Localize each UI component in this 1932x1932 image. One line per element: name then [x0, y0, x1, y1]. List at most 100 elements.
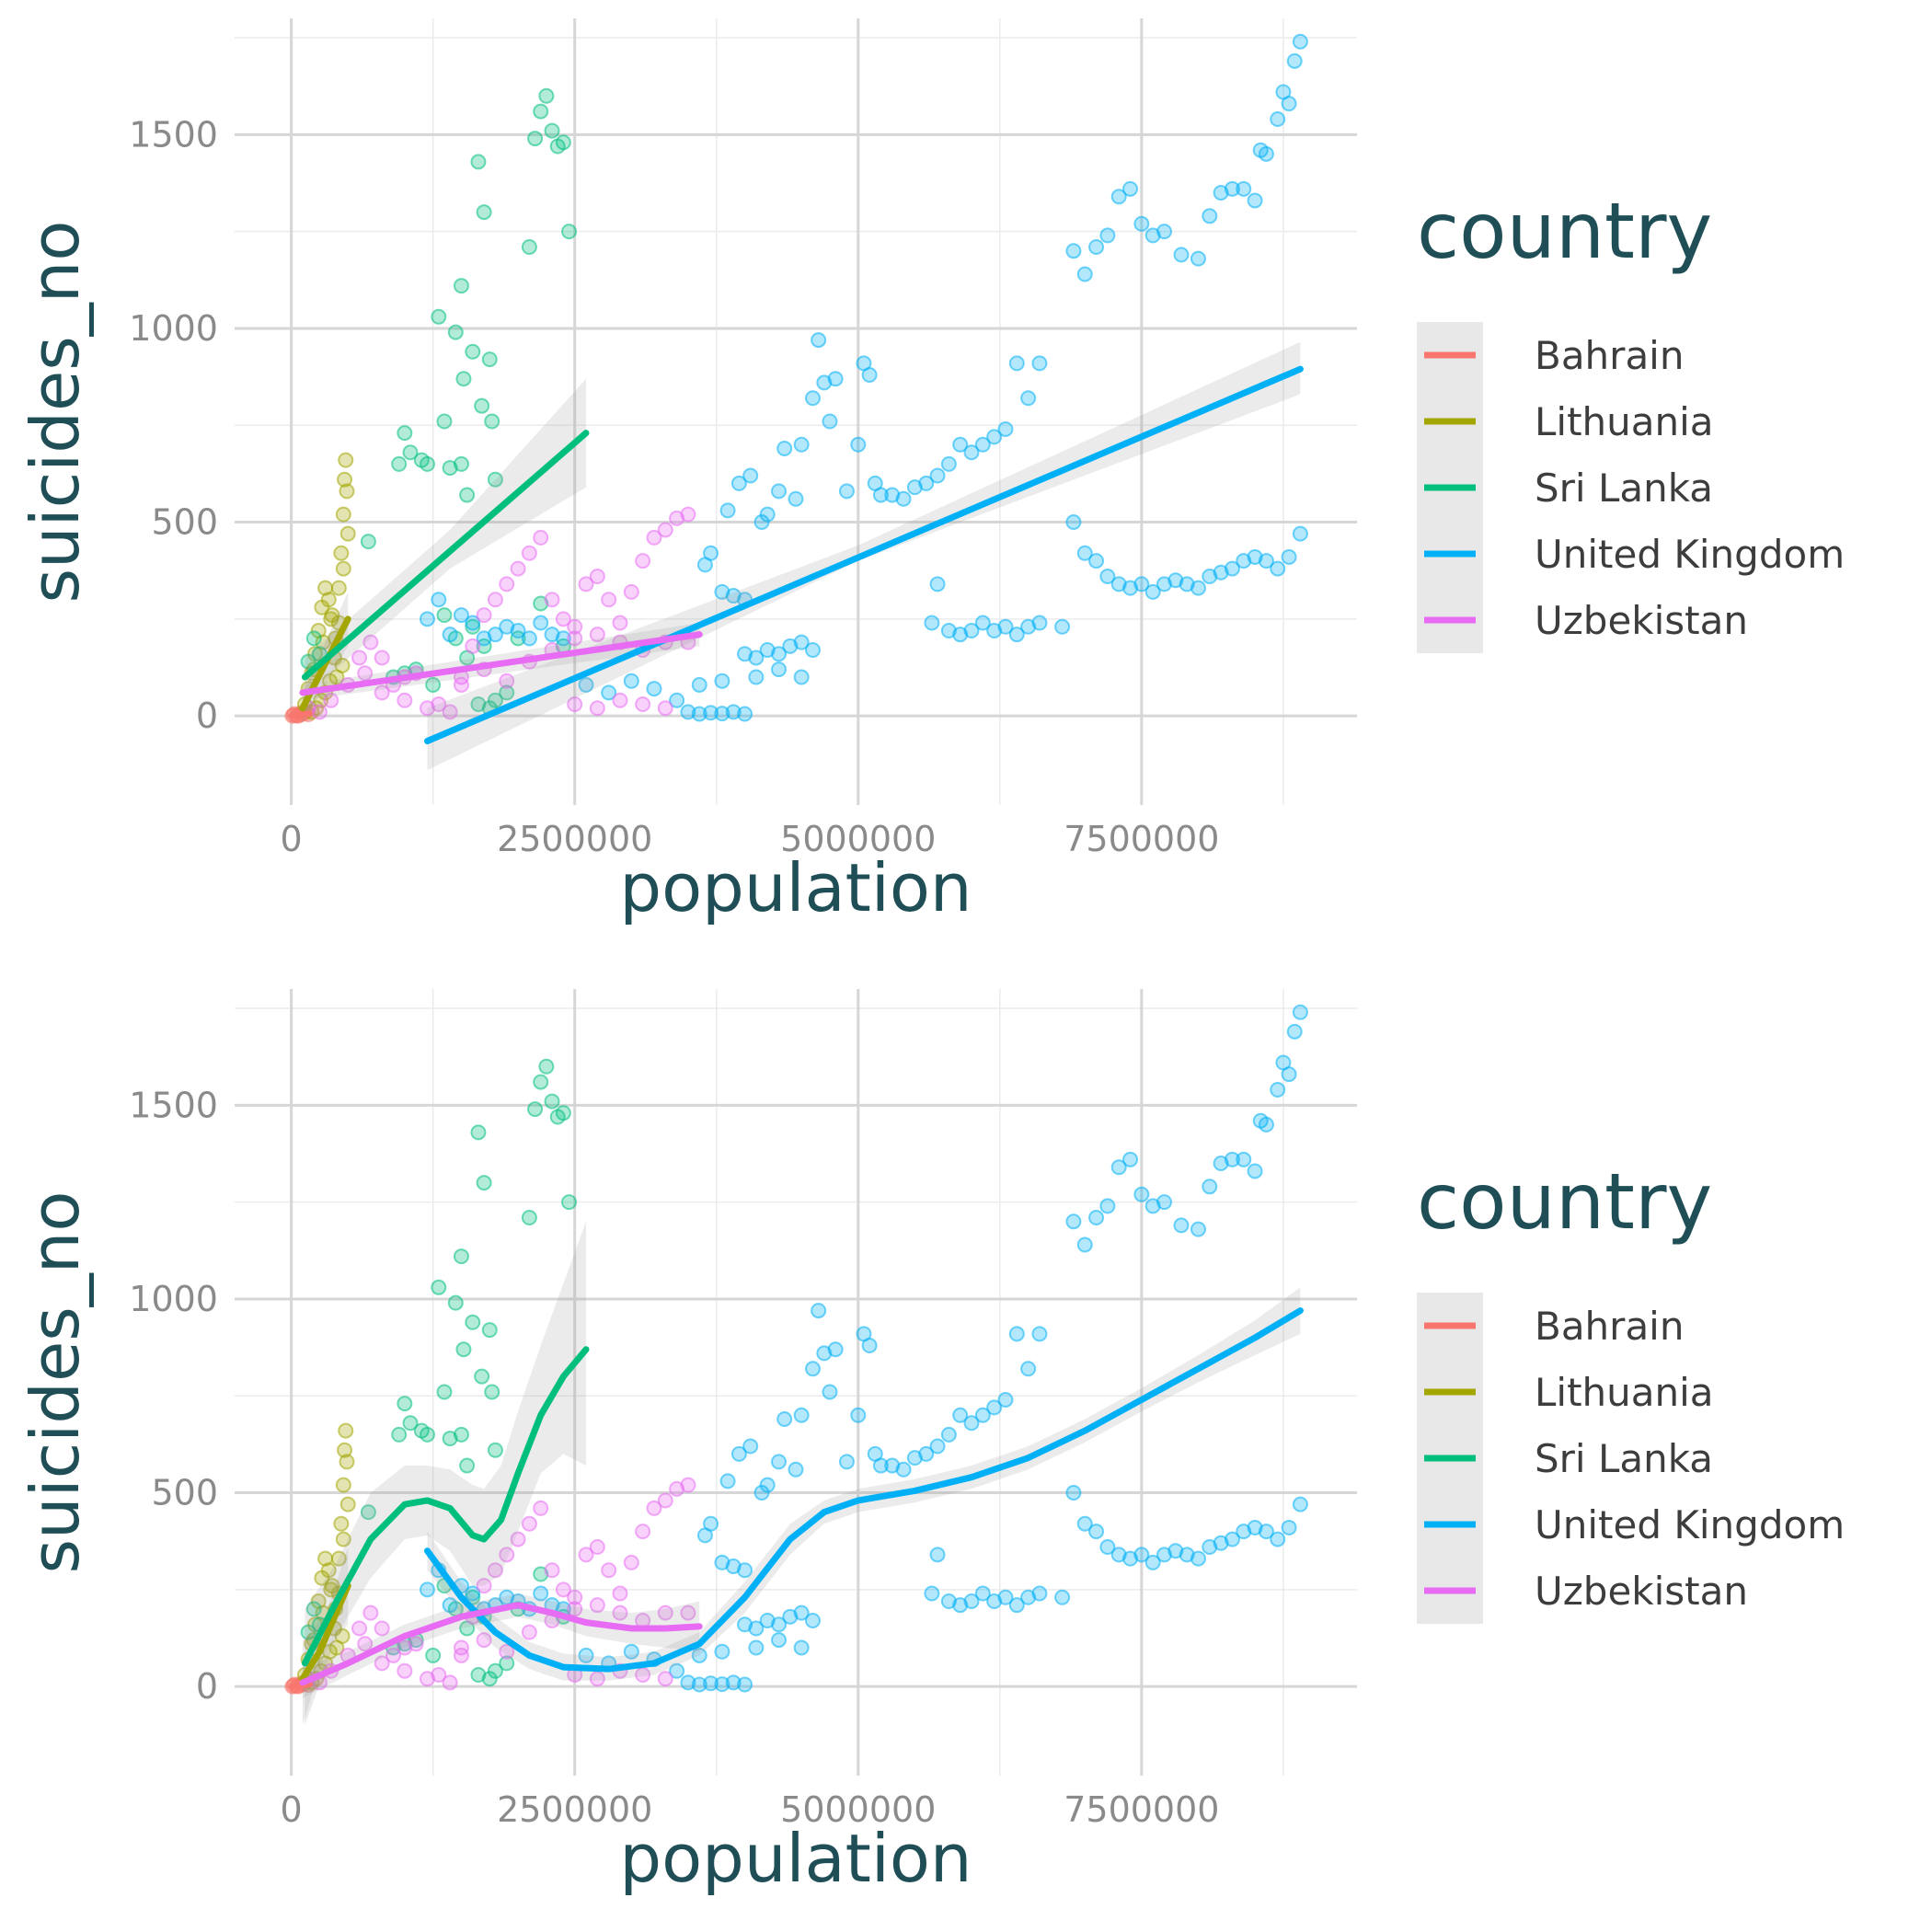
- data-point: [737, 1616, 753, 1633]
- data-point: [578, 1647, 594, 1663]
- data-point: [719, 502, 736, 519]
- data-point: [589, 700, 605, 717]
- data-point: [567, 1601, 583, 1617]
- data-point: [419, 455, 435, 472]
- data-point: [391, 455, 408, 472]
- data-point: [1065, 1213, 1082, 1230]
- data-point: [567, 630, 583, 647]
- plot-area: [284, 33, 1308, 771]
- data-point: [1270, 1082, 1286, 1098]
- data-point: [737, 646, 753, 662]
- data-point: [1190, 250, 1206, 267]
- data-point: [963, 622, 980, 638]
- data-point: [330, 1550, 347, 1567]
- data-point: [419, 1581, 435, 1598]
- data-point: [1099, 1198, 1116, 1214]
- data-point: [1281, 1066, 1297, 1083]
- data-point: [470, 1124, 487, 1141]
- series-united-kingdom-points: [419, 33, 1308, 722]
- data-point: [402, 1415, 419, 1432]
- data-point: [1167, 1543, 1184, 1559]
- data-point: [1110, 1159, 1127, 1176]
- data-point: [1065, 514, 1082, 531]
- data-point: [657, 700, 673, 717]
- data-point: [929, 1547, 946, 1563]
- data-point: [1008, 1597, 1025, 1614]
- legend-label: United Kingdom: [1535, 1502, 1845, 1547]
- data-point: [1292, 1004, 1308, 1020]
- data-point: [442, 1597, 458, 1614]
- x-tick-label: 5000000: [780, 819, 936, 859]
- data-point: [895, 490, 912, 507]
- data-point: [714, 583, 730, 600]
- data-point: [1236, 180, 1252, 197]
- data-point: [1247, 192, 1263, 209]
- data-point: [771, 1616, 788, 1633]
- data-point: [527, 1101, 544, 1118]
- data-point: [455, 371, 472, 387]
- data-point: [1173, 247, 1190, 263]
- data-point: [589, 627, 605, 643]
- data-point: [431, 1279, 447, 1295]
- data-point: [1258, 1524, 1274, 1540]
- data-point: [822, 413, 838, 430]
- data-point: [453, 1426, 469, 1443]
- data-point: [1286, 52, 1303, 69]
- data-point: [567, 696, 583, 712]
- data-point: [691, 706, 707, 722]
- data-point: [385, 1647, 402, 1663]
- data-point: [1224, 560, 1240, 577]
- data-point: [1270, 111, 1286, 128]
- data-point: [465, 1585, 481, 1602]
- data-point: [391, 1426, 408, 1443]
- data-point: [408, 1636, 424, 1652]
- data-point: [816, 1345, 833, 1362]
- data-point: [1110, 189, 1127, 205]
- data-point: [1020, 1589, 1037, 1605]
- data-point: [771, 661, 788, 678]
- data-point: [470, 696, 487, 712]
- data-point: [1110, 576, 1127, 592]
- data-point: [861, 1337, 878, 1353]
- data-point: [335, 1531, 351, 1547]
- data-point: [431, 696, 447, 712]
- data-point: [476, 607, 492, 624]
- data-point: [601, 592, 617, 608]
- data-point: [555, 1105, 571, 1121]
- data-point: [442, 627, 458, 643]
- data-point: [1247, 1163, 1263, 1179]
- data-point: [1065, 1485, 1082, 1501]
- data-point: [714, 1676, 730, 1693]
- data-point: [997, 420, 1014, 437]
- data-point: [1281, 96, 1297, 112]
- y-tick-label: 500: [151, 1473, 218, 1513]
- data-point: [455, 1341, 472, 1358]
- data-point: [351, 1620, 368, 1637]
- legend-title: country: [1417, 1156, 1712, 1247]
- data-point: [589, 569, 605, 585]
- data-point: [323, 692, 339, 708]
- data-point: [1122, 180, 1139, 197]
- data-point: [1031, 1326, 1048, 1342]
- data-point: [442, 460, 458, 477]
- y-tick-label: 500: [151, 502, 218, 543]
- legend-item-lithuania: Lithuania: [1417, 388, 1714, 454]
- data-point: [1224, 180, 1240, 197]
- data-point: [974, 1407, 991, 1423]
- data-point: [669, 692, 685, 708]
- data-point: [1202, 1539, 1218, 1556]
- y-tick-label: 0: [196, 1666, 218, 1707]
- data-point: [646, 1500, 662, 1516]
- data-point: [1213, 564, 1229, 581]
- fit-line-bahrain: [288, 710, 313, 719]
- data-point: [703, 1515, 719, 1532]
- data-point: [470, 1666, 487, 1683]
- data-point: [714, 706, 730, 722]
- data-point: [804, 1613, 821, 1629]
- data-point: [963, 1593, 980, 1609]
- data-point: [447, 324, 464, 340]
- data-point: [1202, 208, 1218, 224]
- data-point: [487, 1662, 503, 1679]
- data-point: [1167, 572, 1184, 589]
- data-point: [872, 487, 889, 503]
